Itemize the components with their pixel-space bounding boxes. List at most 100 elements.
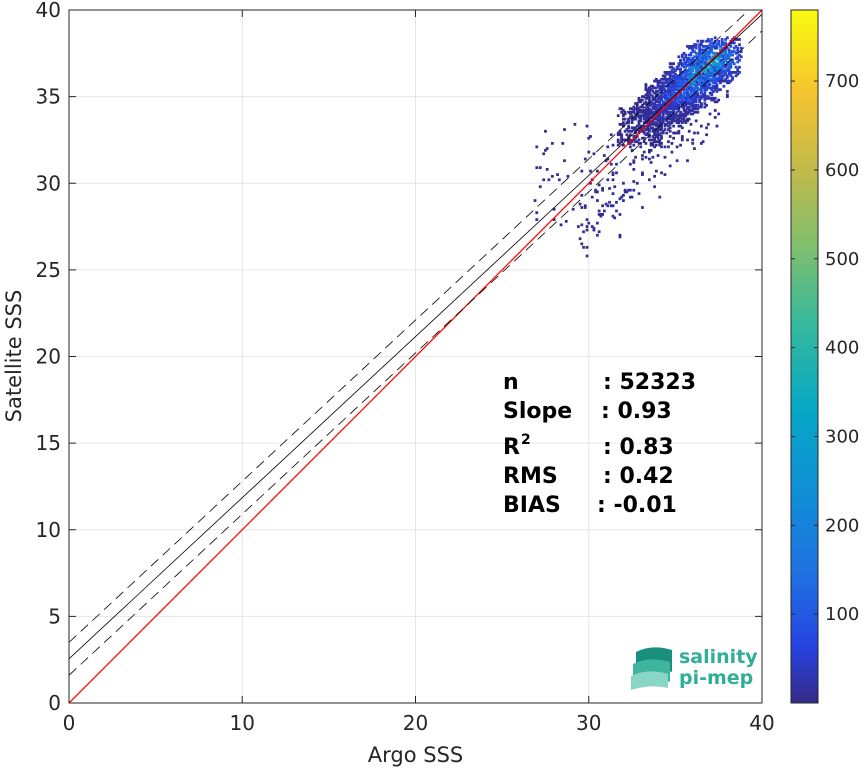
heatmap-cell xyxy=(653,121,656,124)
heatmap-cell xyxy=(693,64,696,67)
heatmap-cell xyxy=(677,124,681,128)
heatmap-cell xyxy=(701,76,705,79)
heatmap-cell xyxy=(689,76,693,79)
heatmap-cell xyxy=(698,53,702,57)
heatmap-cell xyxy=(732,41,736,45)
heatmap-cell xyxy=(663,102,667,105)
heatmap-cell xyxy=(628,129,632,133)
heatmap-cell xyxy=(646,116,650,119)
heatmap-cell xyxy=(689,86,693,90)
heatmap-cell xyxy=(724,69,728,73)
heatmap-cell xyxy=(660,107,663,111)
heatmap-cell xyxy=(668,65,672,69)
heatmap-cell xyxy=(656,81,660,85)
heatmap-cell xyxy=(725,95,729,99)
heatmap-cell xyxy=(705,86,708,90)
heatmap-cell xyxy=(634,112,637,116)
heatmap-cell xyxy=(694,93,698,97)
heatmap-cell xyxy=(698,55,702,59)
heatmap-cell xyxy=(616,143,620,147)
heatmap-cell xyxy=(687,62,691,66)
heatmap-cell xyxy=(724,79,728,83)
heatmap-cell xyxy=(606,145,610,149)
stat-bias-value: : -0.01 xyxy=(597,493,677,518)
heatmap-cell xyxy=(694,67,698,71)
line-regression-1-std xyxy=(69,10,750,643)
heatmap-cell xyxy=(738,43,741,47)
heatmap-cell xyxy=(691,74,695,78)
heatmap-cell xyxy=(705,44,708,48)
heatmap-cell xyxy=(670,77,674,81)
heatmap-cell xyxy=(677,105,681,109)
heatmap-cell xyxy=(720,41,724,45)
heatmap-cell xyxy=(680,95,684,99)
heatmap-cell xyxy=(644,128,648,131)
heatmap-cell xyxy=(628,162,632,166)
heatmap-cell xyxy=(682,103,686,107)
heatmap-cell xyxy=(627,140,630,144)
heatmap-cell xyxy=(729,65,733,69)
heatmap-cell xyxy=(646,102,650,105)
heatmap-cell xyxy=(686,93,689,97)
heatmap-cell xyxy=(698,105,702,109)
heatmap-cell xyxy=(703,102,707,105)
heatmap-cell xyxy=(670,83,674,86)
heatmap-cell xyxy=(668,110,672,114)
heatmap-cell xyxy=(634,131,637,135)
heatmap-cell xyxy=(649,102,653,105)
heatmap-cell xyxy=(687,46,691,50)
heatmap-cell xyxy=(668,112,672,116)
heatmap-cell xyxy=(660,119,663,123)
heatmap-cell xyxy=(705,133,708,137)
heatmap-cell xyxy=(734,44,738,48)
heatmap-cell xyxy=(686,84,689,88)
heatmap-cell xyxy=(663,95,667,99)
heatmap-cell xyxy=(628,188,632,192)
heatmap-cell xyxy=(729,53,733,57)
heatmap-cell xyxy=(719,53,722,57)
heatmap-cell xyxy=(663,76,667,79)
heatmap-cell xyxy=(648,178,651,182)
heatmap-cell xyxy=(734,74,738,78)
heatmap-cell xyxy=(706,74,710,78)
heatmap-cell xyxy=(682,62,686,66)
heatmap-cell xyxy=(641,103,644,107)
heatmap-cell xyxy=(694,55,698,59)
heatmap-cell xyxy=(653,138,656,142)
heatmap-cell xyxy=(684,100,688,104)
heatmap-cell xyxy=(725,36,729,40)
heatmap-cell xyxy=(720,70,724,74)
heatmap-cell xyxy=(680,76,684,79)
heatmap-cell xyxy=(648,100,651,104)
y-tick-label: 5 xyxy=(48,604,61,628)
heatmap-cell xyxy=(654,100,658,104)
heatmap-cell xyxy=(649,138,653,142)
heatmap-cell xyxy=(694,96,698,100)
heatmap-cell xyxy=(680,117,684,121)
heatmap-cell xyxy=(630,129,634,133)
heatmap-cell xyxy=(630,195,634,199)
heatmap-cell xyxy=(667,107,670,111)
heatmap-cell xyxy=(670,86,674,90)
heatmap-cell xyxy=(653,145,656,149)
heatmap-cell xyxy=(712,86,715,90)
heatmap-cell xyxy=(720,77,724,81)
heatmap-cell xyxy=(611,204,615,208)
heatmap-cell xyxy=(675,102,679,105)
heatmap-cell xyxy=(677,86,681,90)
heatmap-cell xyxy=(670,69,674,73)
heatmap-cell xyxy=(654,129,658,133)
heatmap-cell xyxy=(545,147,549,150)
heatmap-cell xyxy=(713,57,717,60)
heatmap-cell xyxy=(691,103,695,107)
heatmap-cell xyxy=(677,55,681,59)
heatmap-cell xyxy=(712,72,715,76)
heatmap-cell xyxy=(620,140,624,144)
heatmap-cell xyxy=(660,105,663,109)
heatmap-cell xyxy=(710,38,714,41)
heatmap-cell xyxy=(691,88,695,92)
heatmap-cell xyxy=(679,77,682,81)
heatmap-cell xyxy=(653,114,656,118)
stat-rms-value: : 0.42 xyxy=(603,464,674,489)
